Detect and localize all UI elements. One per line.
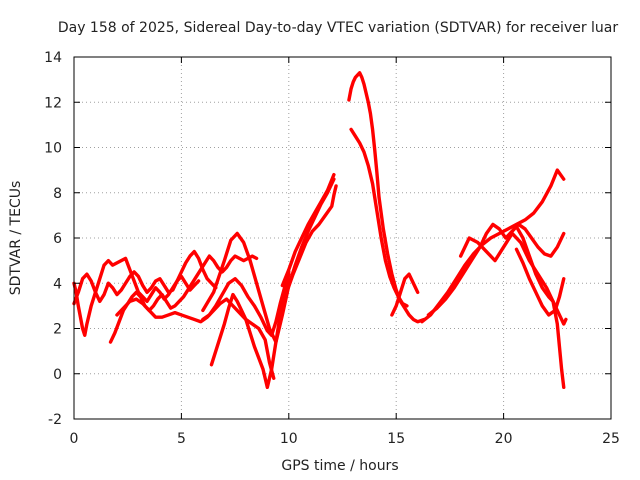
series-pass-1 [72,249,218,306]
x-axis-label: GPS time / hours [281,458,398,474]
y-axis-label: SDTVAR / TECUs [8,181,24,296]
series-pass-9 [280,172,336,288]
series-pass-15 [458,231,568,326]
axis-ticks: 0 5 10 15 20 25 -2 0 2 4 6 8 10 12 14 [44,50,620,447]
x-tick-label: 5 [177,431,186,447]
y-tick-label: 8 [53,186,62,202]
y-tick-label: 2 [53,322,62,338]
x-tick-label: 25 [602,431,620,447]
series-pass-13 [420,168,566,324]
series-pass-8 [278,184,338,308]
series-pass-3 [108,254,259,344]
series-pass-10 [347,71,426,324]
series-pass-11 [349,127,409,308]
y-tick-label: 4 [53,276,62,292]
y-tick-label: 10 [44,141,62,157]
series-pass-14 [426,222,566,317]
x-tick-label: 20 [495,431,513,447]
series-pass-17 [514,247,566,317]
x-tick-label: 10 [280,431,298,447]
series-pass-4 [115,297,276,380]
data-series [72,71,568,390]
x-tick-label: 15 [387,431,405,447]
y-tick-label: 6 [53,231,62,247]
series-pass-6 [201,270,291,337]
grid [74,57,611,419]
y-tick-label: 0 [53,367,62,383]
y-tick-label: -2 [48,412,62,428]
series-pass-16 [514,224,566,390]
chart-title: Day 158 of 2025, Sidereal Day-to-day VTE… [58,20,619,36]
y-tick-label: 12 [44,95,62,111]
x-tick-label: 0 [70,431,79,447]
series-pass-7 [201,177,336,344]
series-pass-2 [72,256,201,337]
y-tick-label: 14 [44,50,62,66]
series-pass-12 [390,272,420,317]
